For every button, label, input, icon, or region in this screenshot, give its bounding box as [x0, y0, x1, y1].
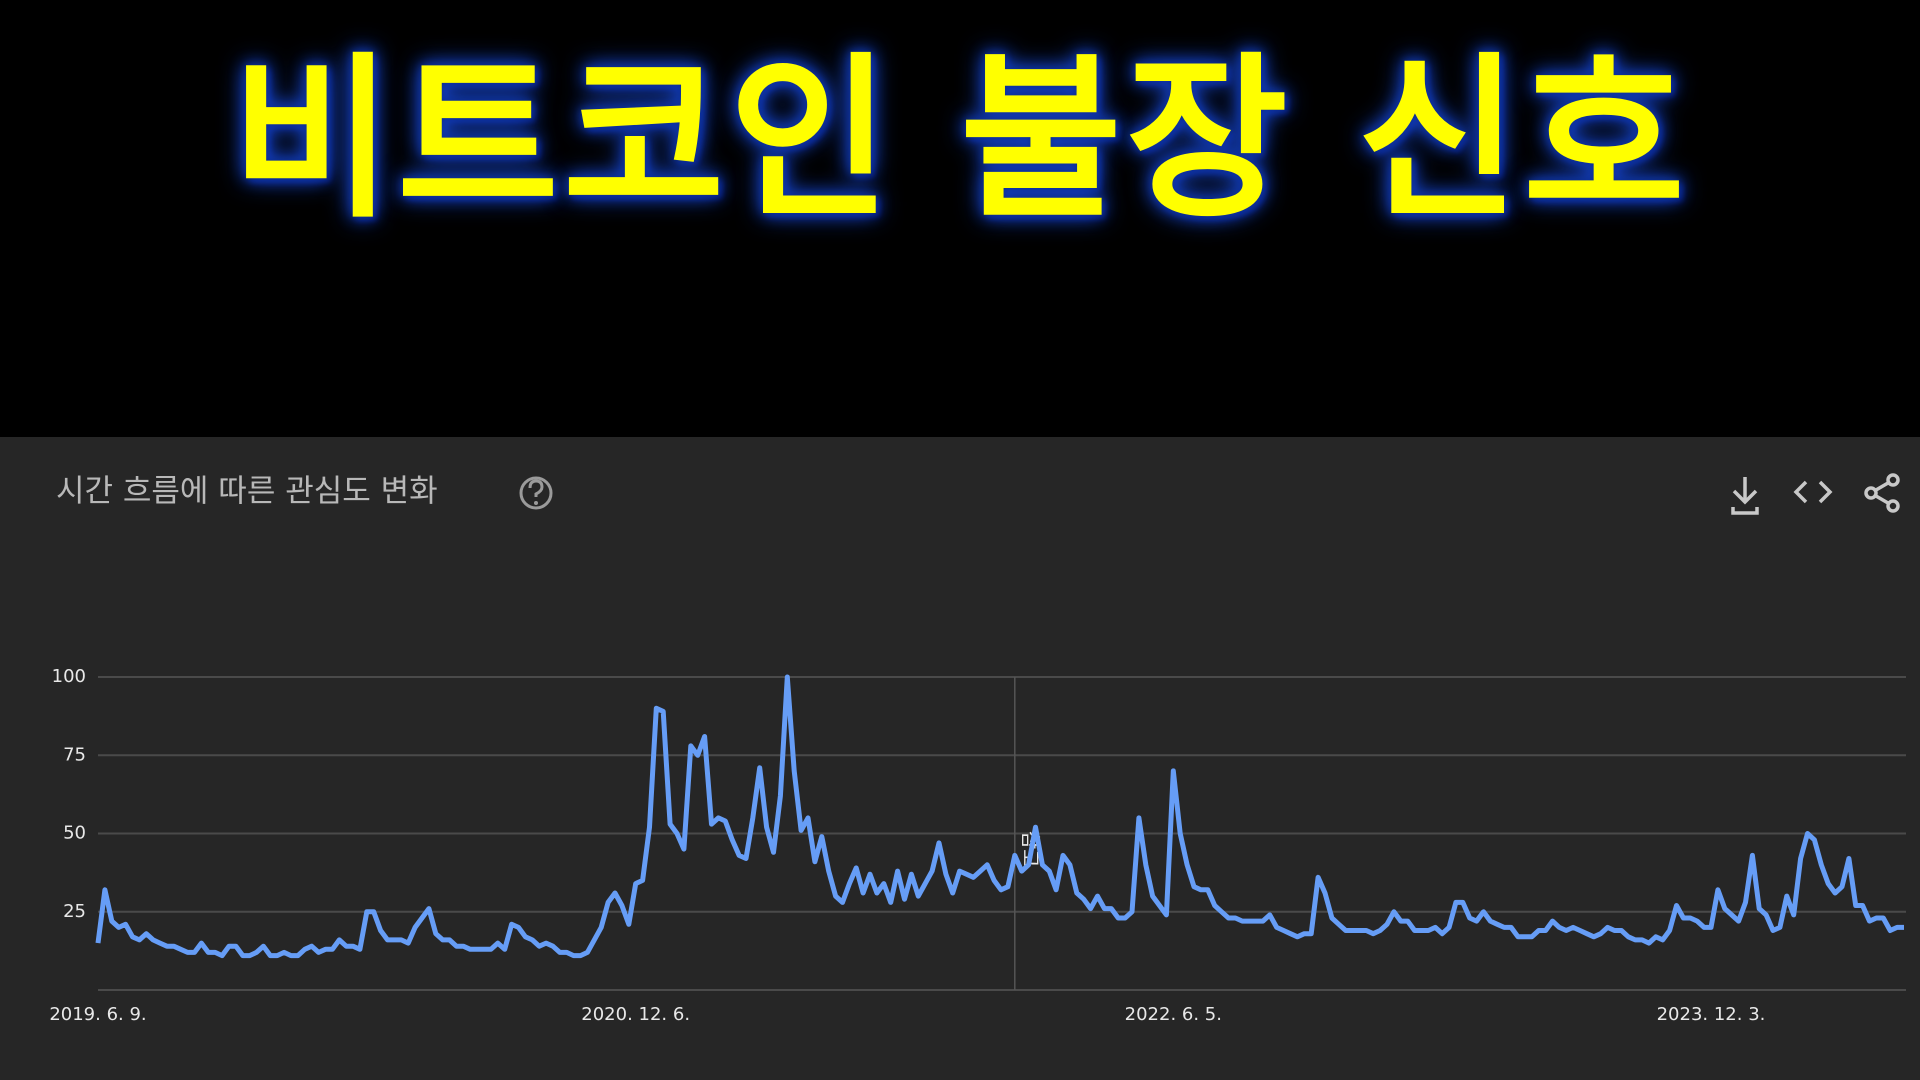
- panel-title: 시간 흐름에 따른 관심도 변화: [56, 474, 438, 510]
- y-tick-label: 25: [63, 901, 86, 922]
- thumbnail-header: 비트코인 불장 신호: [0, 0, 1920, 437]
- y-tick-label: 75: [63, 744, 86, 765]
- x-tick-label: 2020. 12. 6.: [581, 1004, 690, 1025]
- y-tick-label: 100: [52, 666, 86, 687]
- share-icon[interactable]: [1864, 473, 1900, 513]
- download-icon[interactable]: [1731, 477, 1759, 515]
- x-tick-label: 2022. 6. 5.: [1125, 1004, 1222, 1025]
- x-tick-label: 2023. 12. 3.: [1657, 1004, 1766, 1025]
- trend-line: [95, 674, 1904, 959]
- x-tick-label: 2019. 6. 9.: [49, 1004, 146, 1025]
- trends-panel: 시간 흐름에 따른 관심도 변화 25 50 75 100 2019. 6. 9. 202…: [0, 437, 1920, 1080]
- help-icon[interactable]: [519, 476, 553, 510]
- panel-background: [0, 437, 1920, 1080]
- y-tick-label: 50: [63, 823, 86, 844]
- embed-icon[interactable]: [1793, 480, 1833, 504]
- plot-area: 25 50 75 100 2019. 6. 9. 2020. 12. 6. 2022. 6.…: [49, 666, 1906, 1025]
- headline: 비트코인 불장 신호: [231, 37, 1689, 242]
